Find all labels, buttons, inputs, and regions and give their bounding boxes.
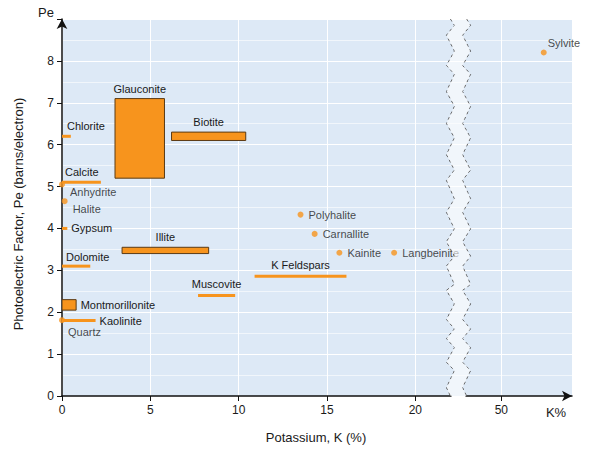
svg-text:Pe: Pe bbox=[38, 5, 54, 20]
svg-text:Kaolinite: Kaolinite bbox=[100, 315, 142, 327]
svg-text:Halite: Halite bbox=[73, 203, 101, 215]
svg-text:Chlorite: Chlorite bbox=[67, 120, 105, 132]
svg-text:Muscovite: Muscovite bbox=[192, 278, 242, 290]
svg-text:Biotite: Biotite bbox=[193, 116, 224, 128]
svg-text:Quartz: Quartz bbox=[68, 326, 101, 338]
svg-text:Montmorillonite: Montmorillonite bbox=[81, 299, 156, 311]
svg-text:5: 5 bbox=[47, 180, 54, 194]
svg-text:Kainite: Kainite bbox=[347, 247, 381, 259]
svg-text:1: 1 bbox=[47, 347, 54, 361]
svg-text:K Feldspars: K Feldspars bbox=[271, 259, 330, 271]
svg-text:Photoelectric Factor, Pe (barn: Photoelectric Factor, Pe (barns/electron… bbox=[11, 98, 26, 331]
svg-text:Dolomite: Dolomite bbox=[66, 251, 109, 263]
svg-text:K%: K% bbox=[546, 405, 567, 420]
svg-text:5: 5 bbox=[147, 403, 154, 417]
svg-text:Anhydrite: Anhydrite bbox=[70, 186, 116, 198]
svg-text:50: 50 bbox=[495, 403, 509, 417]
svg-text:6: 6 bbox=[47, 138, 54, 152]
svg-text:Illite: Illite bbox=[156, 231, 176, 243]
svg-text:Carnallite: Carnallite bbox=[323, 228, 369, 240]
svg-text:0: 0 bbox=[47, 389, 54, 403]
svg-text:0: 0 bbox=[59, 403, 66, 417]
svg-text:Sylvite: Sylvite bbox=[548, 37, 580, 49]
svg-text:Calcite: Calcite bbox=[65, 166, 99, 178]
svg-text:15: 15 bbox=[320, 403, 334, 417]
svg-text:8: 8 bbox=[47, 54, 54, 68]
svg-text:Gypsum: Gypsum bbox=[71, 222, 112, 234]
svg-text:20: 20 bbox=[409, 403, 423, 417]
svg-text:Potassium, K (%): Potassium, K (%) bbox=[266, 430, 366, 445]
svg-text:Glauconite: Glauconite bbox=[113, 83, 166, 95]
svg-text:Polyhalite: Polyhalite bbox=[309, 209, 357, 221]
svg-text:Langbeinite: Langbeinite bbox=[402, 246, 459, 259]
svg-text:2: 2 bbox=[47, 305, 54, 319]
svg-text:4: 4 bbox=[47, 221, 54, 235]
svg-text:7: 7 bbox=[47, 96, 54, 110]
svg-text:3: 3 bbox=[47, 263, 54, 277]
svg-text:10: 10 bbox=[232, 403, 246, 417]
